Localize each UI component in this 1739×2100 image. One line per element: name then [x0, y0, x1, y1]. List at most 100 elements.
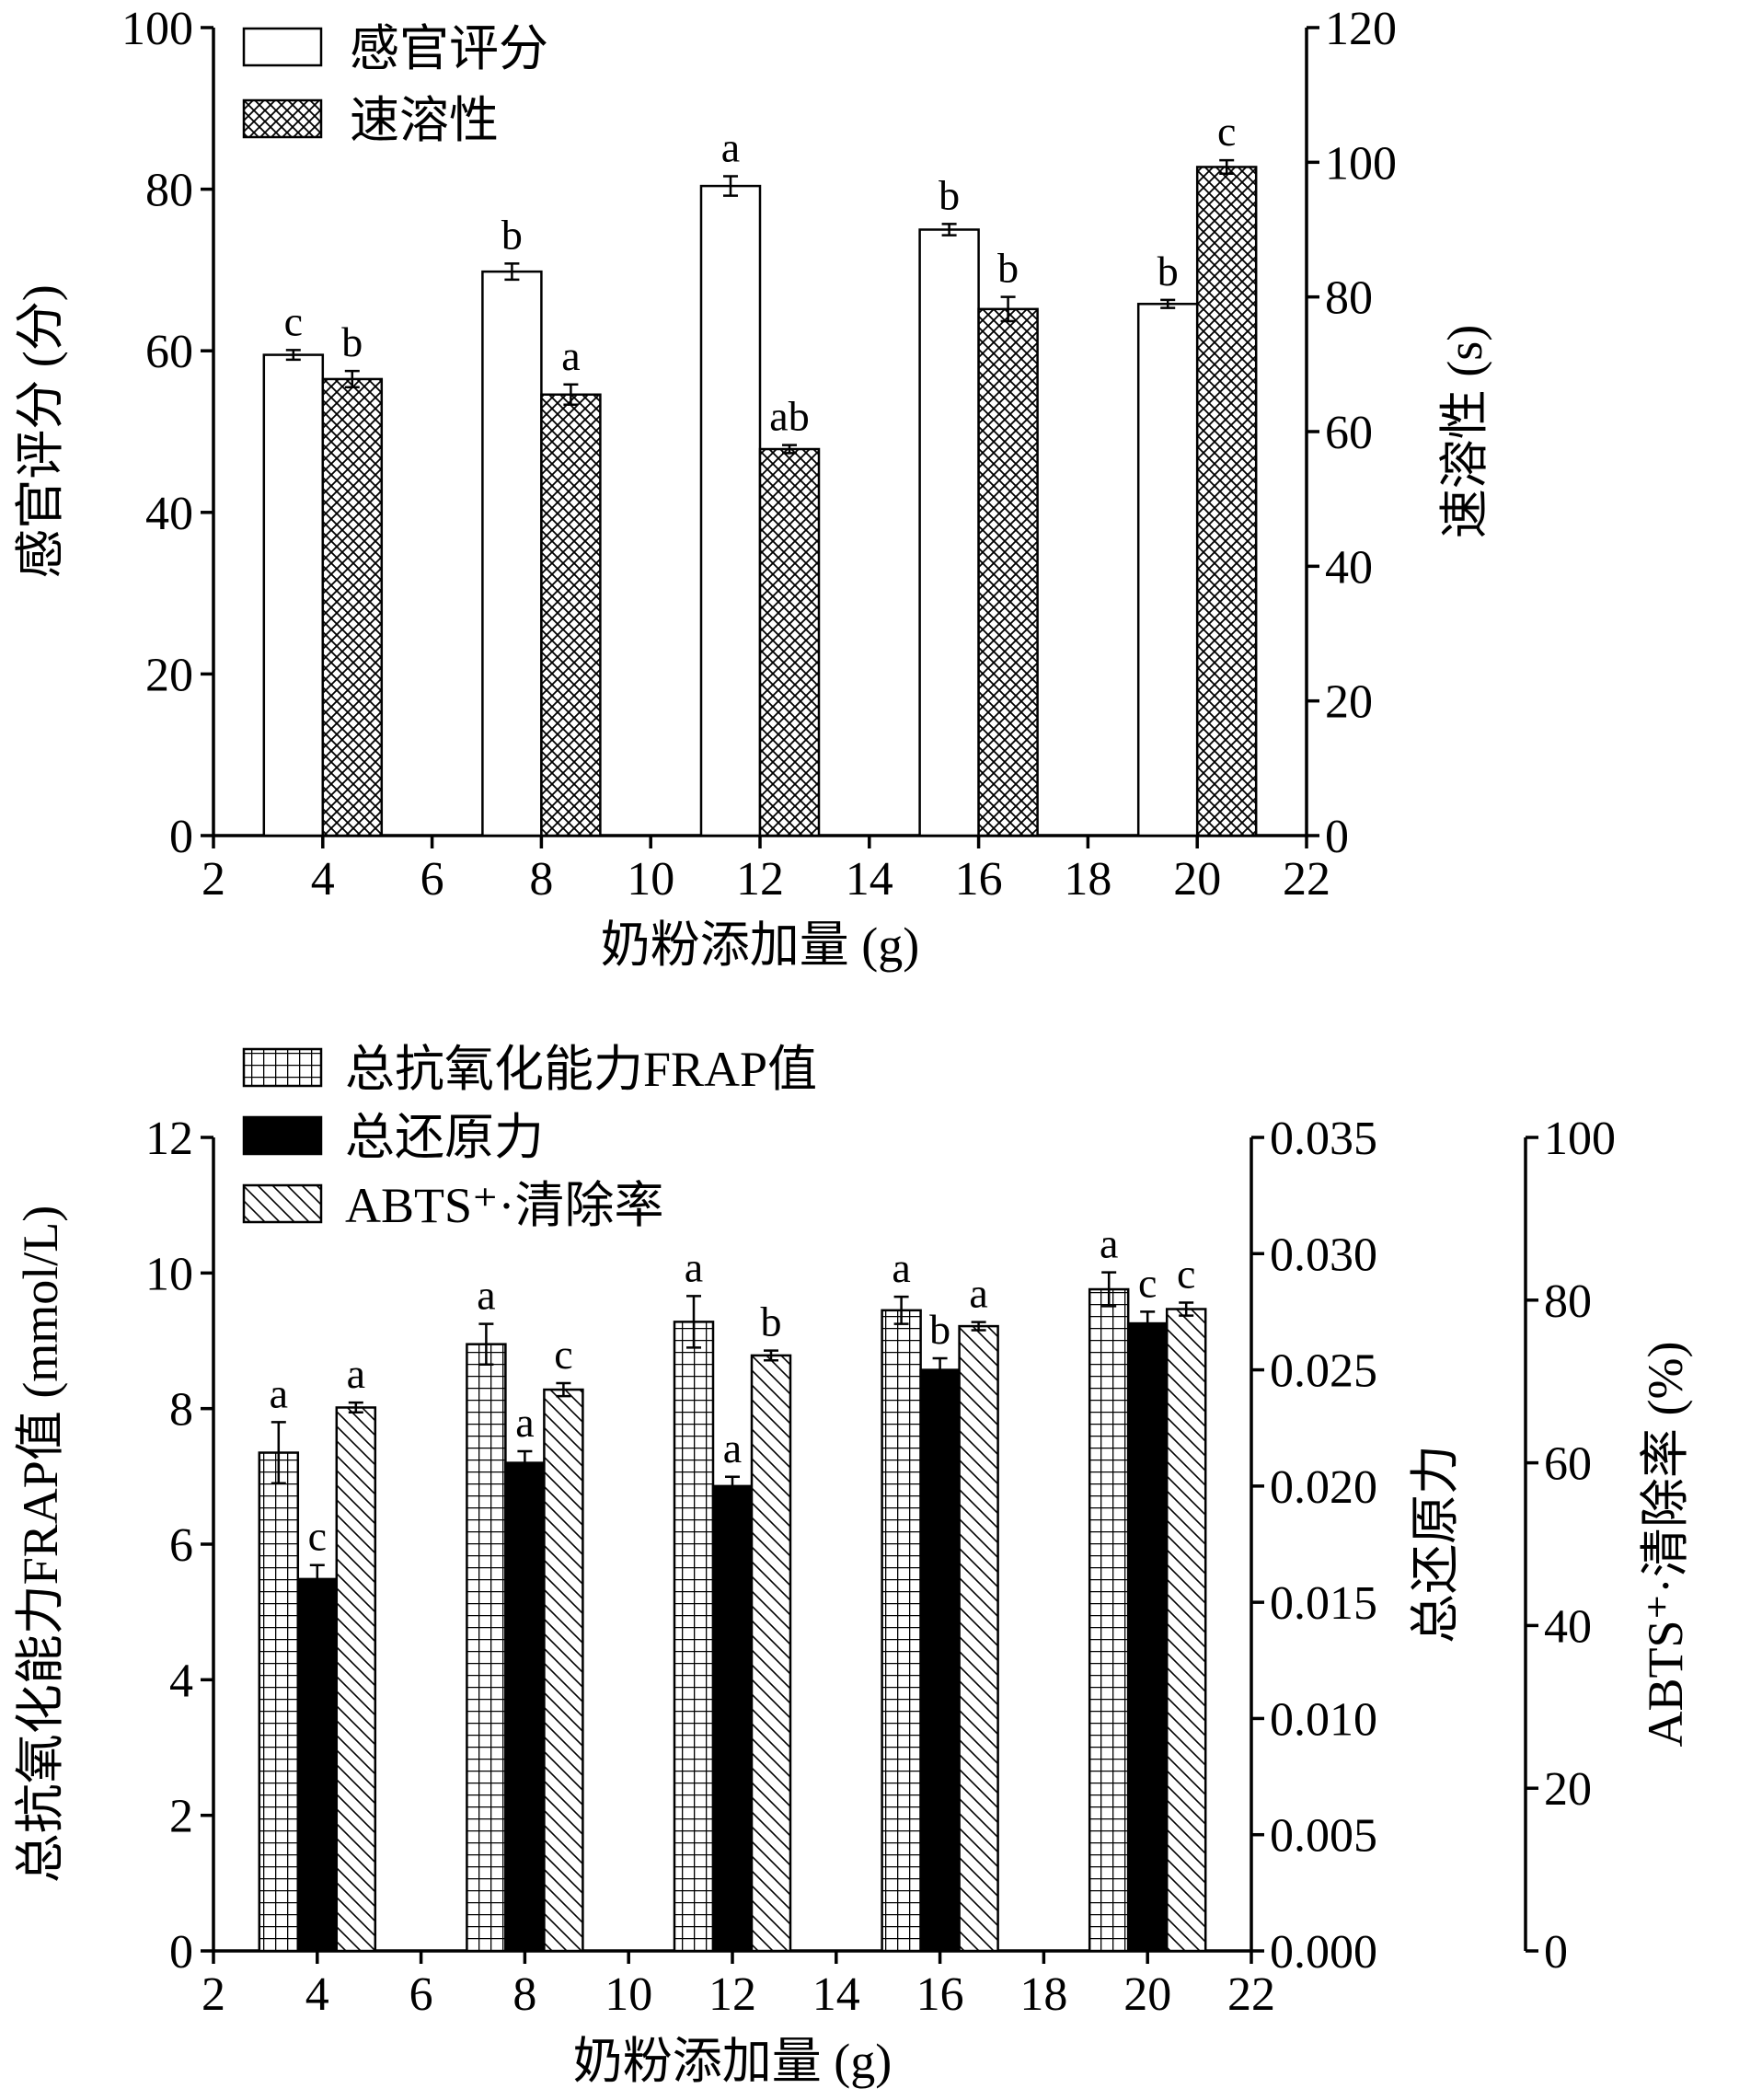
bar-grid [881, 1309, 922, 1953]
legend-label: 总抗氧化能力FRAP值 [345, 1042, 817, 1097]
error-bar [764, 1349, 778, 1362]
x-tick-label: 22 [1227, 1968, 1275, 2021]
significance-label: c [308, 1513, 327, 1560]
y-tick-label-right2: 100 [1544, 1113, 1616, 1165]
y-tick-label-right1: 0.030 [1270, 1229, 1377, 1281]
x-tick-label: 20 [1173, 853, 1221, 906]
y-tick-label-left: 2 [169, 1791, 193, 1843]
bar-crosshatch [1195, 166, 1258, 837]
x-tick-label: 4 [311, 853, 335, 906]
significance-label: b [929, 1306, 950, 1353]
y-tick-label-right1: 100 [1325, 137, 1397, 190]
legend-swatch [242, 1183, 323, 1224]
error-bar [1160, 298, 1176, 309]
x-tick-label: 18 [1064, 853, 1111, 906]
x-tick-label: 6 [420, 853, 444, 906]
y-tick-label-left: 12 [145, 1113, 193, 1165]
significance-label: a [969, 1270, 987, 1317]
legend-label: ABTS⁺·清除率 [345, 1178, 664, 1233]
x-tick-label: 2 [202, 1968, 225, 2021]
y-tick-label-right2: 40 [1544, 1600, 1592, 1653]
y-tick-label-left: 60 [145, 326, 193, 378]
y-tick-label-right1: 0.025 [1270, 1345, 1377, 1398]
y-tick-label-left: 0 [169, 1926, 193, 1979]
x-axis-title: 奶粉添加量 (g) [573, 2034, 892, 2089]
chart-sensory-solubility: 2 4 6 8 10 12 14 16 18 20 22 奶粉添加量 (g) 0 20 40 60 80 100 感… [13, 3, 1492, 973]
significance-label: ab [769, 393, 809, 440]
error-bar [271, 1421, 286, 1484]
legend-label: 速溶性 [350, 93, 499, 148]
x-tick-label: 14 [846, 853, 893, 906]
significance-label: a [270, 1369, 288, 1416]
x-tick-label: 10 [627, 853, 674, 906]
bar-open [699, 184, 762, 837]
legend-swatch [242, 1047, 323, 1088]
significance-label: c [1217, 108, 1236, 155]
error-bar [344, 369, 360, 388]
error-bar [517, 1449, 533, 1476]
y-tick-label-right2: 80 [1544, 1275, 1592, 1328]
error-bar [309, 1563, 325, 1595]
x-tick-label: 18 [1019, 1968, 1067, 2021]
significance-label: a [721, 124, 740, 171]
significance-label: c [1177, 1250, 1195, 1297]
y-tick-label-left: 6 [169, 1519, 193, 1572]
y-tick-label-right2: 60 [1544, 1438, 1592, 1491]
legend-swatch [242, 98, 323, 139]
x-tick-label: 2 [202, 853, 225, 906]
y-tick-label-right1: 0 [1325, 811, 1349, 863]
significance-label: a [477, 1272, 495, 1319]
significance-label: a [515, 1399, 534, 1446]
y-tick-label-left: 0 [169, 811, 193, 863]
significance-label: b [1157, 248, 1179, 294]
error-bar [932, 1356, 948, 1383]
x-tick-label: 14 [812, 1968, 860, 2021]
y-tick-label-left: 80 [145, 165, 193, 217]
bar-solid [504, 1461, 546, 1953]
legend-label: 感官评分 [350, 21, 548, 76]
bar-grid [466, 1343, 507, 1953]
significance-label: c [1138, 1259, 1157, 1306]
y-axis-title-right1: 总还原力 [1408, 1445, 1463, 1644]
x-axis-title: 奶粉添加量 (g) [601, 917, 919, 973]
significance-label: a [561, 332, 580, 379]
error-bar [1000, 295, 1016, 323]
significance-label: b [997, 245, 1019, 292]
bar-diagonal [1165, 1308, 1207, 1953]
y-tick-label-right1: 0.000 [1270, 1926, 1377, 1979]
error-bar [893, 1295, 909, 1325]
significance-label: c [284, 297, 303, 344]
error-bar [478, 1322, 494, 1367]
legend-swatch [242, 1115, 323, 1156]
significance-label: c [554, 1331, 572, 1378]
y-axis-title-right1: 速溶性 (s) [1437, 325, 1492, 538]
bar-crosshatch [758, 447, 821, 837]
y-axis-title-left: 总抗氧化能力FRAP值 (mmol/L) [13, 1206, 68, 1884]
bar-open [262, 353, 325, 837]
bar-solid [919, 1368, 961, 1953]
bar-grid [673, 1321, 715, 1953]
error-bar [782, 444, 797, 455]
error-bar [1101, 1271, 1117, 1308]
bar-crosshatch [977, 307, 1039, 837]
significance-label: b [341, 318, 363, 365]
significance-label: a [892, 1244, 910, 1291]
significance-label: a [347, 1350, 365, 1397]
y-tick-label-right1: 0.015 [1270, 1577, 1377, 1630]
bar-diagonal [750, 1354, 792, 1953]
y-tick-label-left: 40 [145, 488, 193, 540]
significance-label: b [501, 211, 523, 258]
bar-solid [711, 1484, 754, 1953]
x-tick-label: 6 [409, 1968, 433, 2021]
significance-label: b [939, 171, 960, 218]
bar-open [481, 270, 543, 837]
y-axis-title-left: 感官评分 (分) [13, 284, 68, 578]
x-tick-label: 16 [916, 1968, 964, 2021]
x-tick-label: 8 [512, 1968, 536, 2021]
x-tick-label: 4 [305, 1968, 329, 2021]
y-tick-label-right1: 60 [1325, 407, 1373, 459]
bar-diagonal [543, 1388, 584, 1953]
y-tick-label-right1: 40 [1325, 541, 1373, 594]
y-tick-label-right1: 0.010 [1270, 1693, 1377, 1746]
